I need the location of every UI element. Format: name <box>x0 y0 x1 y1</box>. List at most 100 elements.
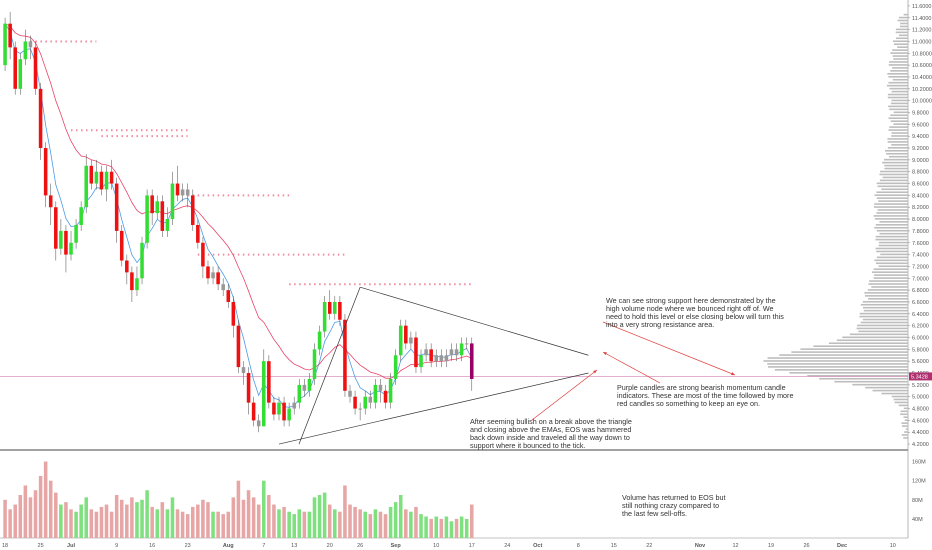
candle-body <box>119 230 124 261</box>
candle-body <box>114 183 119 231</box>
volume-profile-row <box>886 84 908 87</box>
volume-profile-row <box>858 330 908 333</box>
price-tick-label: 9.2000 <box>912 146 929 152</box>
volume-bar <box>333 509 337 538</box>
time-tick-label: Oct <box>533 543 542 549</box>
price-tick-label: 9.4000 <box>912 134 929 140</box>
price-tick-label: 10.0000 <box>912 99 932 105</box>
candle-body <box>393 355 398 379</box>
volume-tick-label: 40M <box>912 517 923 523</box>
candle-body <box>13 47 17 89</box>
candle-body <box>267 361 271 403</box>
volume-profile-row <box>872 389 908 392</box>
volume-profile-row <box>860 303 908 306</box>
candle-body <box>348 390 352 397</box>
price-tick-label: 10.4000 <box>912 75 932 81</box>
volume-profile-row <box>836 339 908 342</box>
volume-bar <box>292 514 296 538</box>
volume-bar <box>251 497 256 538</box>
volume-profile-row <box>888 117 908 120</box>
volume-bar <box>180 511 185 538</box>
volume-bar <box>38 475 43 538</box>
volume-bar <box>43 461 48 538</box>
arrow-to-purple-candle-head <box>603 352 607 356</box>
candle-body <box>338 301 342 320</box>
volume-profile-row <box>863 309 908 312</box>
volume-profile-row <box>789 372 908 374</box>
time-tick-label: 26 <box>803 543 809 549</box>
time-tick-label: 12 <box>732 543 738 549</box>
candle-body <box>226 290 231 302</box>
volume-profile-row <box>895 31 908 34</box>
time-tick-label: 18 <box>2 543 8 549</box>
volume-bar <box>125 504 129 538</box>
candle-body <box>99 171 104 190</box>
volume-bar <box>69 509 73 538</box>
volume-profile-row <box>884 164 908 167</box>
volume-bar <box>272 504 276 538</box>
volume-profile-row <box>878 200 908 202</box>
volume-bar <box>74 511 78 538</box>
volume-profile-row <box>893 43 908 46</box>
candle-body <box>322 301 327 332</box>
volume-bar <box>28 497 33 538</box>
volume-profile-row <box>884 167 908 170</box>
candle-body <box>307 378 312 391</box>
price-tick-label: 7.2000 <box>912 264 929 270</box>
volume-bar <box>444 516 449 538</box>
volume-profile-row <box>903 13 908 16</box>
volume-profile-row <box>864 295 908 297</box>
candle-body <box>140 242 144 279</box>
volume-profile-row <box>868 298 908 300</box>
breakout-note: After seeming bullish on a break above t… <box>470 417 632 450</box>
candle-body <box>125 260 129 273</box>
price-tick-label: 9.6000 <box>912 122 929 128</box>
candle-body <box>231 301 236 326</box>
volume-bar <box>150 506 154 538</box>
volume-bar <box>246 490 251 538</box>
volume-profile-row <box>842 336 908 339</box>
price-tick-label: 10.6000 <box>912 63 932 69</box>
volume-bar <box>373 509 378 538</box>
candle-body <box>43 148 48 196</box>
candle-body <box>256 420 261 427</box>
candle-body <box>236 325 241 368</box>
volume-profile-row <box>878 265 908 268</box>
volume-profile-row <box>879 170 908 173</box>
volume-profile-row <box>893 398 908 401</box>
price-tick-label: 11.0000 <box>912 39 931 45</box>
volume-profile-row <box>899 34 908 37</box>
candle-body <box>343 319 347 391</box>
volume-bar <box>145 490 149 538</box>
volume-profile-row <box>905 428 908 430</box>
candle-body <box>33 47 38 89</box>
price-tick-label: 7.0000 <box>912 276 929 282</box>
candle-body <box>373 384 378 403</box>
triangle-lower-trendline <box>278 372 589 445</box>
volume-profile-row <box>871 286 908 288</box>
price-tick-label: 10.8000 <box>912 51 932 57</box>
volume-profile-row <box>779 354 908 356</box>
volume-bar <box>206 502 210 538</box>
volume-profile-row <box>873 215 908 217</box>
volume-bar <box>388 506 393 538</box>
volume-bar <box>155 509 160 538</box>
support-note: We can see strong support here demonstra… <box>606 296 784 329</box>
volume-profile-row <box>767 363 908 365</box>
time-tick-label: 15 <box>611 543 617 549</box>
volume-profile-row <box>875 247 908 250</box>
volume-profile-row <box>875 262 908 265</box>
price-tick-label: 4.2000 <box>912 442 929 448</box>
volume-profile-row <box>834 380 908 383</box>
volume-bar <box>190 506 195 538</box>
last-price-label: 5.3428 <box>911 374 928 380</box>
volume-profile-row <box>888 129 908 131</box>
volume-bar <box>130 497 134 538</box>
time-tick-label: 10 <box>433 543 439 549</box>
resistance-levels <box>0 40 908 377</box>
arrow-to-volume-node <box>602 321 736 376</box>
price-tick-label: 5.6000 <box>912 359 929 365</box>
volume-bar <box>287 511 291 538</box>
candle-body <box>185 189 190 196</box>
volume-profile-row <box>889 126 908 128</box>
